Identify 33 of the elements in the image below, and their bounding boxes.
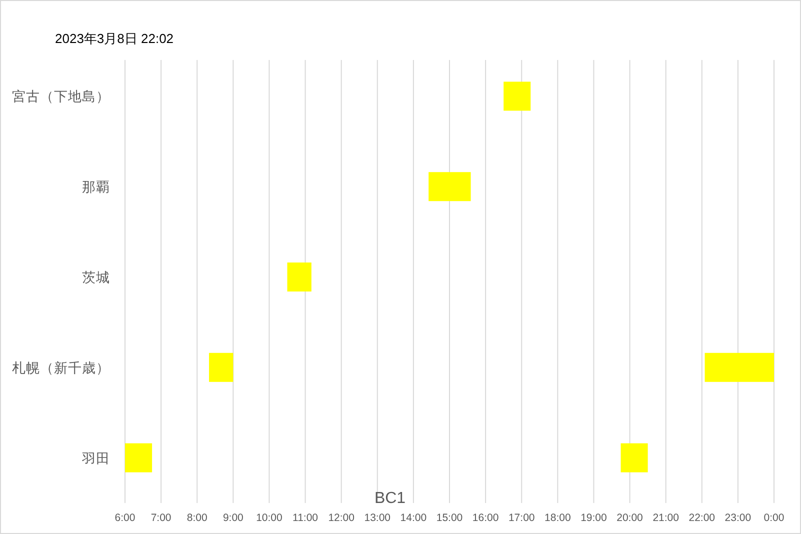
x-tick-label: 13:00 <box>364 512 391 524</box>
y-tick-label: 茨城 <box>82 270 110 285</box>
x-tick-label: 9:00 <box>222 512 244 524</box>
x-tick-label: 17:00 <box>508 512 535 524</box>
x-tick-label: 20:00 <box>616 512 644 524</box>
x-tick-label: 0:00 <box>764 512 784 524</box>
bar <box>125 443 152 472</box>
x-tick-label: 14:00 <box>400 512 427 524</box>
chart-title: 2023年3月8日 22:02 <box>55 31 174 46</box>
x-tick-label: 6:00 <box>114 512 136 524</box>
x-tick-label: 10:00 <box>256 512 283 524</box>
bar <box>704 352 774 382</box>
bar <box>428 172 471 202</box>
bar <box>504 82 531 111</box>
bar <box>620 443 648 472</box>
x-tick-label: 21:00 <box>652 512 680 524</box>
x-tick-label: 8:00 <box>186 512 208 524</box>
x-tick-label: 19:00 <box>580 512 608 524</box>
x-tick-label: 11:00 <box>292 512 318 524</box>
y-tick-label: 札幌（新千歳） <box>12 360 110 376</box>
y-tick-label: 羽田 <box>81 450 110 466</box>
bar <box>209 352 234 382</box>
y-tick-label: 那覇 <box>82 180 110 195</box>
x-tick-label: 23:00 <box>724 512 752 524</box>
x-tick-label: 12:00 <box>328 512 355 524</box>
y-tick-label: 宮古（下地島） <box>12 89 110 104</box>
x-tick-label: 22:00 <box>688 512 716 524</box>
annotation: BC1 <box>374 490 406 507</box>
x-tick-label: 18:00 <box>544 512 571 524</box>
x-tick-label: 16:00 <box>472 512 499 524</box>
x-tick-label: 15:00 <box>436 512 463 524</box>
bar <box>287 262 312 292</box>
x-tick-label: 7:00 <box>150 512 172 524</box>
